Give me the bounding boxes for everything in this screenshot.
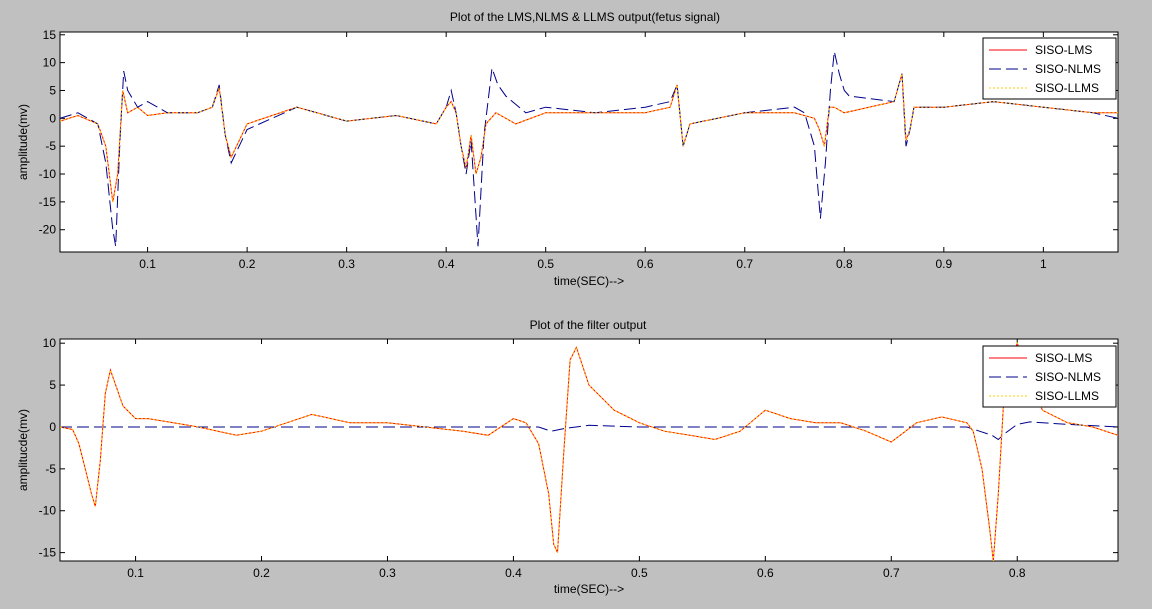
bottom-chart: Plot of the filter output 10 5 0 -5 -10 -15 0… bbox=[16, 318, 1119, 596]
top-x-tick-label: 0.4 bbox=[438, 257, 455, 271]
top-y-tick-label: -10 bbox=[39, 167, 57, 181]
bottom-legend-label: SISO-LMS bbox=[1035, 351, 1092, 365]
top-y-axis: 15 10 5 0 -5 -10 -15 -20 bbox=[39, 28, 1118, 237]
bottom-y-axis: 10 5 0 -5 -10 -15 bbox=[39, 336, 1118, 560]
top-series-siso-llms bbox=[60, 73, 1118, 202]
top-x-tick-label: 0.7 bbox=[736, 257, 753, 271]
bottom-x-tick-label: 0.8 bbox=[1009, 566, 1026, 580]
bottom-x-tick-label: 0.5 bbox=[631, 566, 648, 580]
top-x-tick-label: 1 bbox=[1040, 257, 1047, 271]
top-x-axis: 0.1 0.2 0.3 0.4 0.5 0.6 0.7 0.8 0.9 1 bbox=[139, 32, 1047, 271]
top-y-tick-label: 10 bbox=[43, 56, 57, 70]
top-series-lines bbox=[60, 51, 1118, 247]
bottom-legend-label: SISO-NLMS bbox=[1035, 370, 1101, 384]
bottom-x-tick-label: 0.1 bbox=[127, 566, 144, 580]
top-legend: SISO-LMS SISO-NLMS SISO-LLMS bbox=[982, 37, 1117, 100]
top-x-tick-label: 0.2 bbox=[239, 257, 256, 271]
bottom-x-axis-label: time(SEC)--> bbox=[554, 582, 624, 596]
bottom-y-axis-label: amplitucde(mv) bbox=[16, 409, 30, 491]
bottom-plot-area bbox=[59, 338, 1119, 562]
bottom-series-lines bbox=[60, 341, 1118, 561]
bottom-series-siso-nlms bbox=[60, 421, 1118, 441]
bottom-x-tick-label: 0.6 bbox=[757, 566, 774, 580]
bottom-y-tick-label: -5 bbox=[45, 462, 56, 476]
top-legend-label: SISO-LLMS bbox=[1035, 81, 1099, 95]
top-y-tick-label: -15 bbox=[39, 195, 57, 209]
bottom-x-tick-label: 0.2 bbox=[253, 566, 270, 580]
top-legend-label: SISO-LMS bbox=[1035, 43, 1092, 57]
top-x-tick-label: 0.9 bbox=[935, 257, 952, 271]
bottom-x-tick-label: 0.4 bbox=[505, 566, 522, 580]
top-y-tick-label: 15 bbox=[43, 28, 57, 42]
bottom-y-tick-label: 5 bbox=[49, 378, 56, 392]
top-chart: Plot of the LMS,NLMS & LLMS output(fetus… bbox=[16, 10, 1119, 288]
top-legend-box bbox=[982, 37, 1117, 100]
bottom-y-tick-label: -10 bbox=[39, 504, 57, 518]
bottom-legend: SISO-LMS SISO-NLMS SISO-LLMS bbox=[982, 345, 1117, 408]
top-y-tick-label: -5 bbox=[45, 139, 56, 153]
bottom-x-tick-label: 0.3 bbox=[379, 566, 396, 580]
top-y-tick-label: 0 bbox=[49, 111, 56, 125]
bottom-x-tick-label: 0.7 bbox=[883, 566, 900, 580]
bottom-series-siso-llms bbox=[60, 341, 1118, 561]
top-x-tick-label: 0.1 bbox=[139, 257, 156, 271]
top-x-tick-label: 0.3 bbox=[338, 257, 355, 271]
top-x-tick-label: 0.8 bbox=[836, 257, 853, 271]
bottom-chart-title: Plot of the filter output bbox=[530, 318, 647, 332]
top-legend-label: SISO-NLMS bbox=[1035, 62, 1101, 76]
top-x-tick-label: 0.6 bbox=[637, 257, 654, 271]
top-y-tick-label: 5 bbox=[49, 83, 56, 97]
top-chart-title: Plot of the LMS,NLMS & LLMS output(fetus… bbox=[450, 10, 720, 24]
bottom-legend-box bbox=[982, 345, 1117, 408]
top-y-axis-label: amplitude(mv) bbox=[16, 104, 30, 180]
bottom-y-tick-label: 0 bbox=[49, 420, 56, 434]
bottom-y-tick-label: -15 bbox=[39, 546, 57, 560]
top-plot-area bbox=[59, 31, 1119, 253]
top-x-tick-label: 0.5 bbox=[537, 257, 554, 271]
top-x-axis-label: time(SEC)--> bbox=[554, 274, 624, 288]
bottom-y-tick-label: 10 bbox=[43, 336, 57, 350]
top-y-tick-label: -20 bbox=[39, 223, 57, 237]
top-series-siso-nlms bbox=[60, 51, 1118, 247]
bottom-x-axis: 0.1 0.2 0.3 0.4 0.5 0.6 0.7 0.8 bbox=[127, 339, 1026, 580]
bottom-legend-label: SISO-LLMS bbox=[1035, 389, 1099, 403]
